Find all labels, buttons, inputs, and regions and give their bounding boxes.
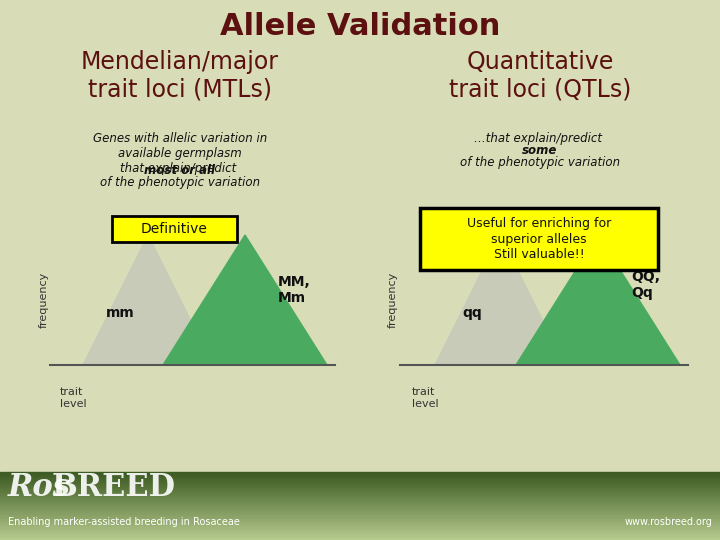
Text: trait
level: trait level bbox=[412, 387, 438, 409]
Bar bbox=[0, 532, 720, 533]
Bar bbox=[0, 474, 720, 475]
Text: BREED: BREED bbox=[52, 472, 176, 503]
Text: Quantitative
trait loci (QTLs): Quantitative trait loci (QTLs) bbox=[449, 50, 631, 102]
Bar bbox=[420, 208, 658, 270]
Text: Genes with allelic variation in
available germplasm
that explain/predict: Genes with allelic variation in availabl… bbox=[93, 132, 267, 175]
Bar bbox=[0, 528, 720, 529]
Polygon shape bbox=[83, 235, 213, 365]
Bar bbox=[0, 521, 720, 522]
Bar bbox=[0, 490, 720, 491]
Bar bbox=[0, 522, 720, 524]
Text: Useful for enriching for
superior alleles
Still valuable!!: Useful for enriching for superior allele… bbox=[467, 218, 611, 260]
Bar bbox=[0, 475, 720, 476]
Polygon shape bbox=[435, 235, 565, 365]
Bar bbox=[0, 516, 720, 517]
Bar bbox=[0, 508, 720, 509]
Text: Ros: Ros bbox=[8, 472, 71, 503]
Bar bbox=[0, 485, 720, 487]
Bar bbox=[112, 216, 237, 242]
Text: Definitive: Definitive bbox=[141, 222, 208, 236]
Bar bbox=[0, 0, 720, 472]
Bar bbox=[0, 526, 720, 528]
Bar bbox=[0, 483, 720, 484]
Bar bbox=[0, 499, 720, 501]
Bar bbox=[0, 472, 720, 474]
Text: of the phenotypic variation: of the phenotypic variation bbox=[100, 176, 260, 189]
Bar bbox=[0, 488, 720, 490]
Bar bbox=[0, 496, 720, 498]
Bar bbox=[0, 518, 720, 519]
Bar bbox=[0, 503, 720, 505]
Bar bbox=[0, 519, 720, 521]
Text: …that explain/predict: …that explain/predict bbox=[474, 132, 606, 145]
Bar bbox=[0, 513, 720, 514]
Text: most or all: most or all bbox=[145, 164, 215, 177]
Text: qq: qq bbox=[462, 306, 482, 320]
Bar bbox=[0, 494, 720, 495]
Bar bbox=[0, 505, 720, 506]
Text: frequency: frequency bbox=[388, 272, 398, 328]
Text: trait
level: trait level bbox=[60, 387, 86, 409]
Bar bbox=[0, 529, 720, 530]
Bar bbox=[0, 525, 720, 526]
Text: frequency: frequency bbox=[39, 272, 49, 328]
Bar bbox=[0, 501, 720, 502]
Bar bbox=[0, 479, 720, 480]
Bar bbox=[0, 484, 720, 485]
Bar bbox=[0, 506, 720, 508]
Bar bbox=[0, 509, 720, 510]
Bar bbox=[0, 495, 720, 496]
Bar bbox=[0, 533, 720, 535]
Polygon shape bbox=[163, 235, 327, 365]
Bar bbox=[0, 536, 720, 537]
Text: Enabling marker-assisted breeding in Rosaceae: Enabling marker-assisted breeding in Ros… bbox=[8, 517, 240, 527]
Bar bbox=[0, 514, 720, 516]
Text: mm: mm bbox=[106, 306, 135, 320]
Bar bbox=[0, 530, 720, 532]
Bar bbox=[0, 538, 720, 540]
Bar bbox=[0, 517, 720, 518]
Polygon shape bbox=[516, 235, 680, 365]
Bar bbox=[0, 491, 720, 492]
Bar bbox=[0, 492, 720, 494]
Text: MM,
Mm: MM, Mm bbox=[278, 275, 311, 305]
Bar bbox=[0, 510, 720, 511]
Text: QQ,
Qq: QQ, Qq bbox=[631, 270, 660, 300]
Bar bbox=[0, 476, 720, 477]
Bar bbox=[0, 535, 720, 536]
Text: of the phenotypic variation: of the phenotypic variation bbox=[460, 156, 620, 169]
Text: some: some bbox=[522, 144, 558, 157]
Bar bbox=[0, 498, 720, 499]
Text: Allele Validation: Allele Validation bbox=[220, 12, 500, 41]
Bar bbox=[0, 537, 720, 538]
Bar bbox=[0, 477, 720, 479]
Bar bbox=[0, 482, 720, 483]
Bar bbox=[0, 480, 720, 482]
Bar bbox=[0, 487, 720, 488]
Bar bbox=[0, 524, 720, 525]
Text: Mendelian/major
trait loci (MTLs): Mendelian/major trait loci (MTLs) bbox=[81, 50, 279, 102]
Bar bbox=[0, 502, 720, 503]
Text: www.rosbreed.org: www.rosbreed.org bbox=[624, 517, 712, 527]
Bar bbox=[0, 511, 720, 513]
